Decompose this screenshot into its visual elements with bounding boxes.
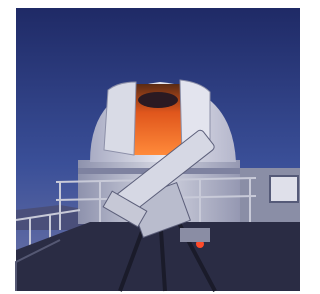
- telescope-tube-inside: [138, 92, 178, 108]
- window: [270, 176, 298, 202]
- equipment-box: [180, 228, 210, 242]
- page: [0, 0, 303, 294]
- scene: [16, 8, 300, 291]
- photo: [0, 0, 303, 294]
- shutter-left: [104, 82, 136, 155]
